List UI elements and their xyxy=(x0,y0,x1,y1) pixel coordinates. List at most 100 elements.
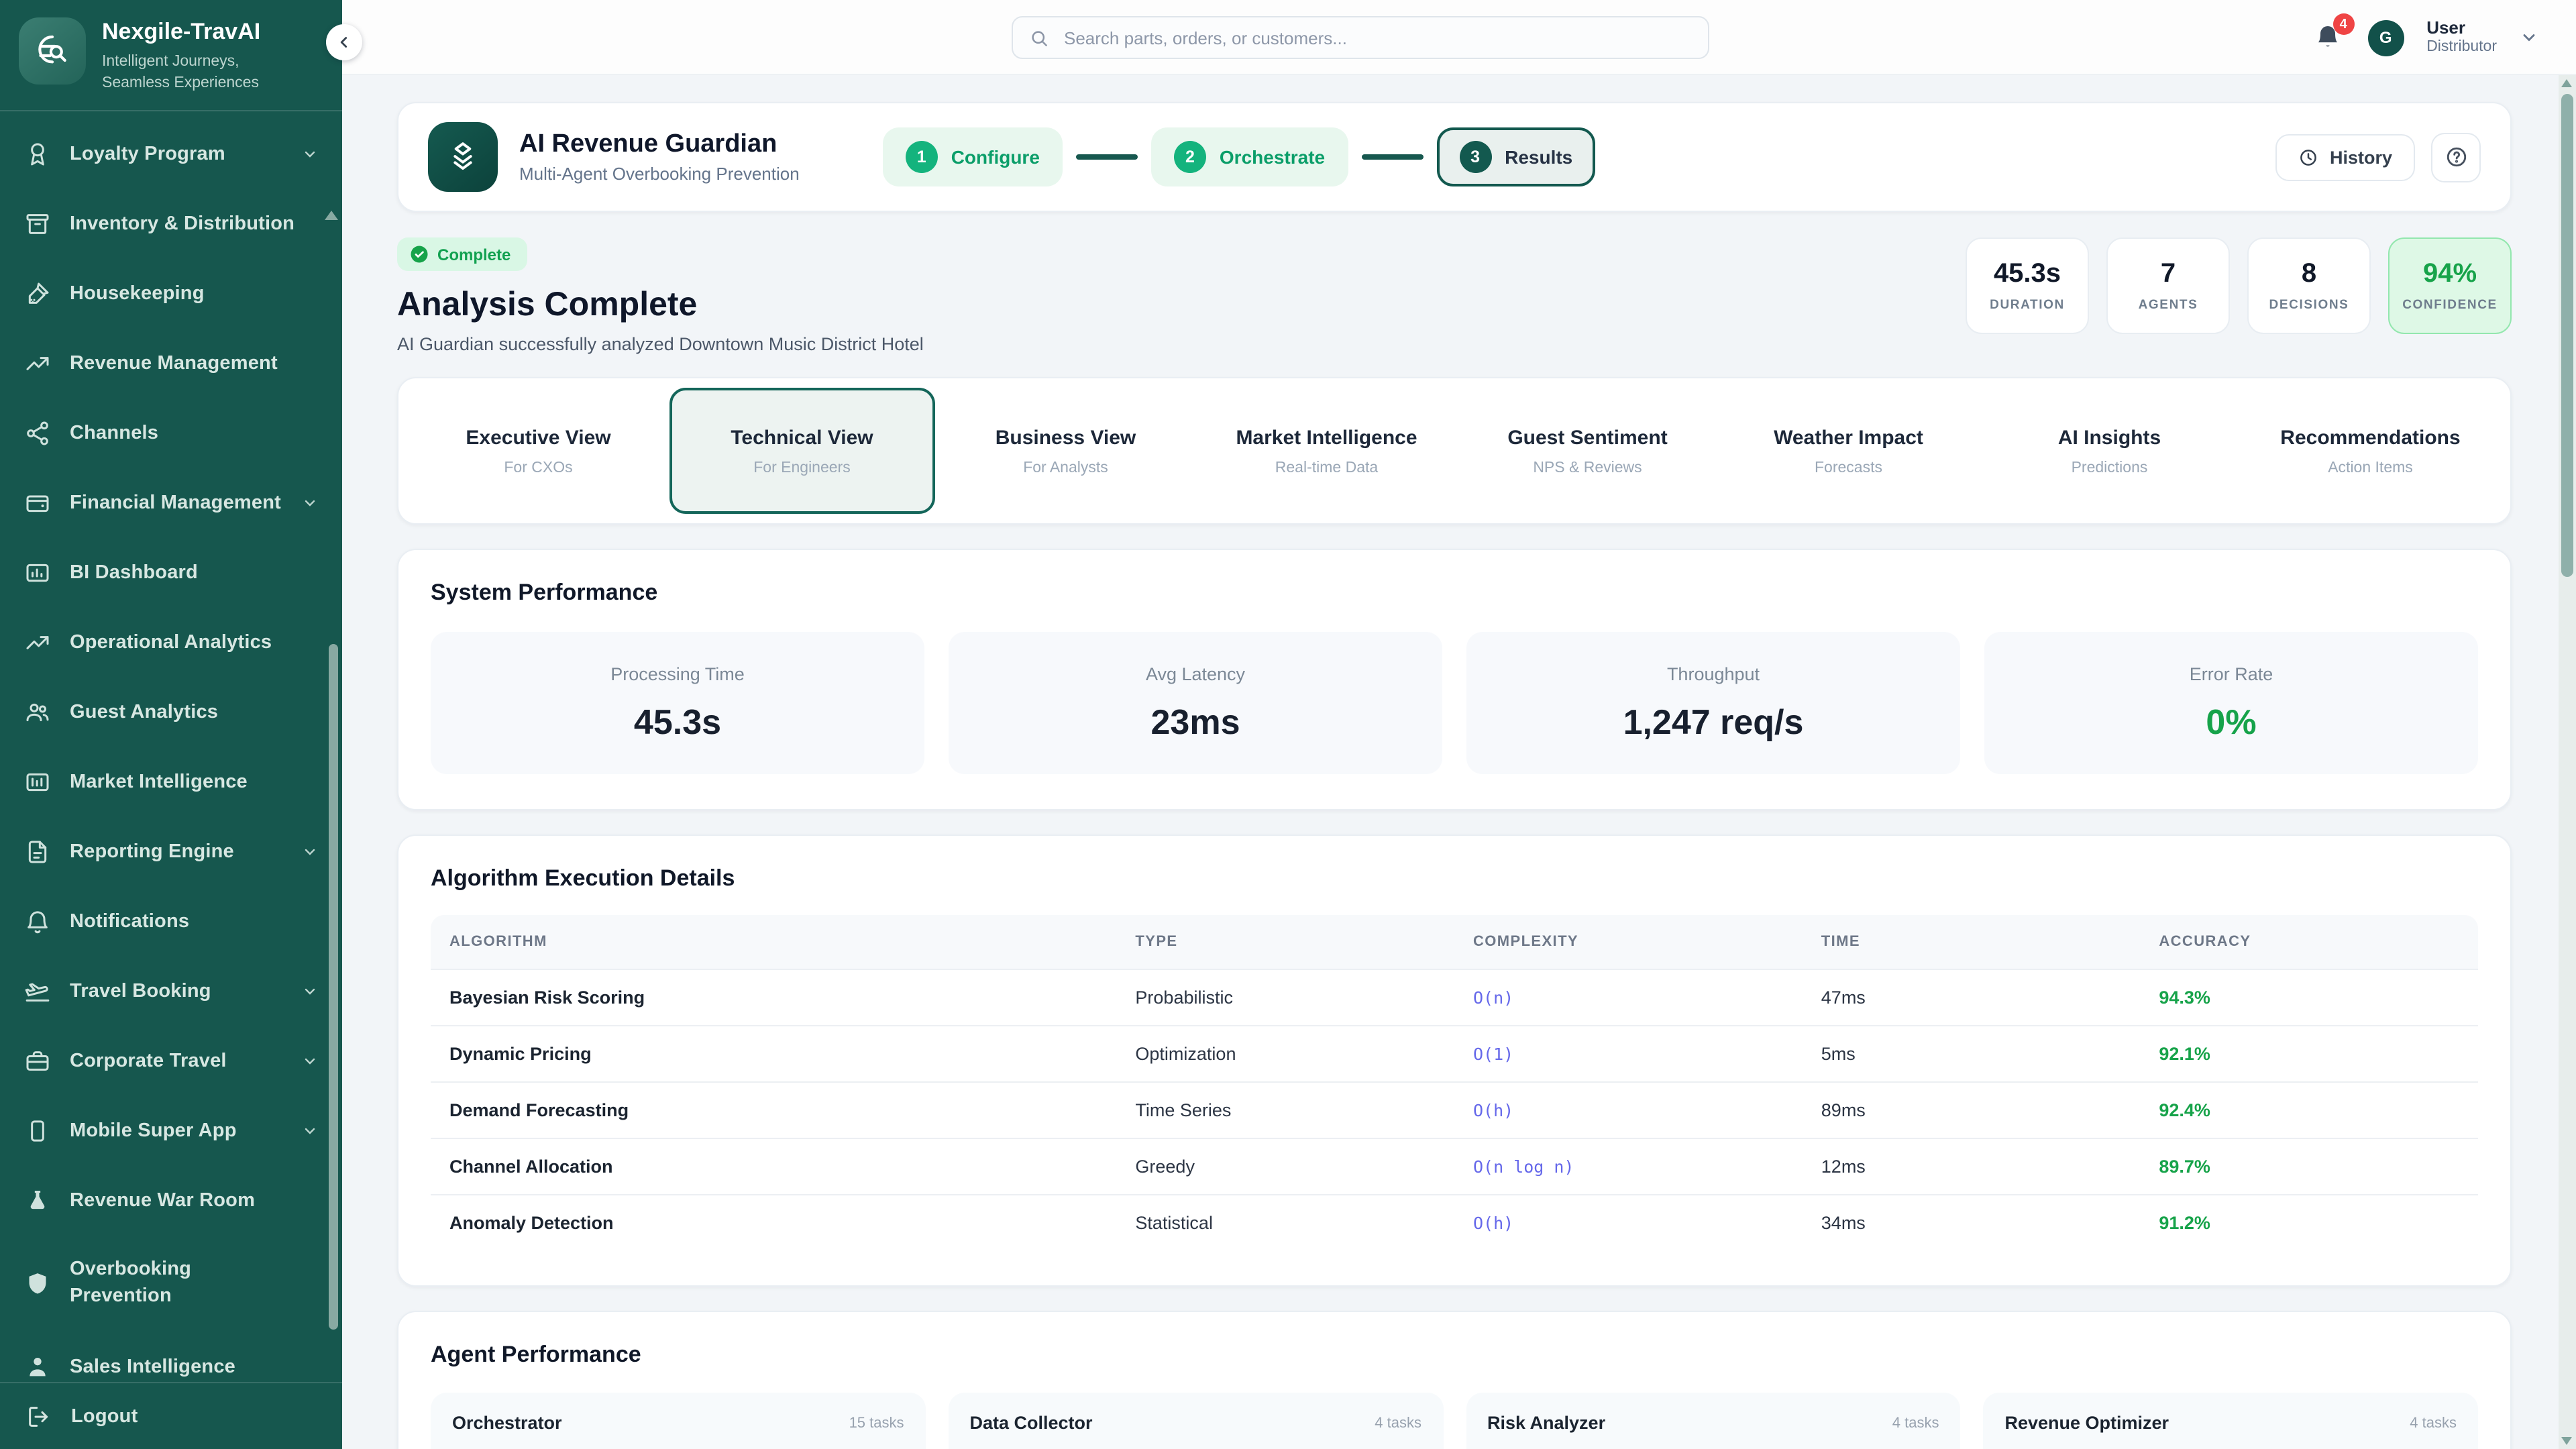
metric-throughput: Throughput 1,247 req/s xyxy=(1466,632,1960,774)
brand-text: Nexgile-TravAI Intelligent Journeys, Sea… xyxy=(102,17,310,95)
page-scrollbar-thumb[interactable] xyxy=(2561,94,2573,577)
tab-technical-view[interactable]: Technical View For Engineers xyxy=(669,388,935,514)
table-row: Dynamic Pricing Optimization O(1) 5ms 92… xyxy=(431,1025,2478,1081)
tab-market-intelligence[interactable]: Market Intelligence Real-time Data xyxy=(1236,426,1417,476)
tab-ai-insights[interactable]: AI Insights Predictions xyxy=(2057,426,2161,476)
section-title: Algorithm Execution Details xyxy=(431,865,735,891)
notifications-button[interactable]: 4 xyxy=(2312,13,2355,54)
person-icon xyxy=(24,1353,51,1380)
sidebar-item-channels[interactable]: Channels xyxy=(0,398,342,468)
chevron-left-icon xyxy=(335,34,353,51)
bell-icon xyxy=(2312,21,2345,51)
summary-stats: 45.3s DURATION 7 AGENTS 8 DECISIONS 94% … xyxy=(1966,237,2512,334)
logout-button[interactable]: Logout xyxy=(0,1382,342,1449)
sidebar-item-revenue-war-room[interactable]: Revenue War Room xyxy=(0,1165,342,1235)
smartphone-icon xyxy=(24,1117,51,1144)
sidebar-item-corporate-travel[interactable]: Corporate Travel xyxy=(0,1026,342,1095)
sidebar-item-housekeeping[interactable]: Housekeeping xyxy=(0,258,342,328)
brush-icon xyxy=(24,280,51,307)
sidebar-item-operational-analytics[interactable]: Operational Analytics xyxy=(0,607,342,677)
metric-processing-time: Processing Time 45.3s xyxy=(431,632,924,774)
sidebar-item-travel-booking[interactable]: Travel Booking xyxy=(0,956,342,1026)
step-orchestrate[interactable]: 2 Orchestrate xyxy=(1150,127,1348,186)
view-tabs: Executive View For CXOs Technical View F… xyxy=(397,377,2512,525)
chevron-down-icon xyxy=(302,983,318,999)
sidebar-item-bi-dashboard[interactable]: BI Dashboard xyxy=(0,537,342,607)
sidebar-item-mobile-super-app[interactable]: Mobile Super App xyxy=(0,1095,342,1165)
step-results[interactable]: 3 Results xyxy=(1436,127,1596,186)
step-configure[interactable]: 1 Configure xyxy=(882,127,1063,186)
metric-grid: Processing Time 45.3s Avg Latency 23ms T… xyxy=(431,632,2478,774)
share-icon xyxy=(24,419,51,446)
trending-up-icon xyxy=(24,629,51,655)
shield-icon xyxy=(24,1270,51,1297)
global-search[interactable] xyxy=(1012,16,1709,59)
status-badge: Complete xyxy=(397,237,527,271)
briefcase-icon xyxy=(24,1047,51,1074)
sidebar-item-overbooking-prevention[interactable]: Overbooking Prevention xyxy=(0,1235,342,1332)
chevron-down-icon xyxy=(302,843,318,859)
topbar-right: 4 G User Distributor xyxy=(2312,0,2538,75)
workflow-steps: 1 Configure 2 Orchestrate 3 Results xyxy=(882,127,1596,186)
chart-icon xyxy=(24,768,51,795)
scroll-down-arrow[interactable] xyxy=(2561,1437,2572,1445)
sidebar-item-revenue-management[interactable]: Revenue Management xyxy=(0,328,342,398)
sidebar-header: Nexgile-TravAI Intelligent Journeys, Sea… xyxy=(0,0,342,109)
notification-count-badge: 4 xyxy=(2332,13,2355,35)
metric-avg-latency: Avg Latency 23ms xyxy=(949,632,1442,774)
wallet-icon xyxy=(24,489,51,516)
sidebar-item-guest-analytics[interactable]: Guest Analytics xyxy=(0,677,342,747)
table-row: Demand Forecasting Time Series O(h) 89ms… xyxy=(431,1081,2478,1138)
user-info[interactable]: User Distributor xyxy=(2426,17,2497,58)
section-title: Agent Performance xyxy=(431,1342,641,1367)
tab-executive-view[interactable]: Executive View For CXOs xyxy=(466,426,611,476)
stat-decisions: 8 DECISIONS xyxy=(2247,237,2371,334)
help-icon xyxy=(2444,145,2468,169)
chevron-down-icon xyxy=(302,1053,318,1069)
bar-chart-icon xyxy=(24,559,51,586)
status-text: Complete Analysis Complete AI Guardian s… xyxy=(397,237,924,354)
metric-error-rate: Error Rate 0% xyxy=(1984,632,2478,774)
award-icon xyxy=(24,140,51,167)
chevron-down-icon xyxy=(302,146,318,162)
agent-card-risk-analyzer: Risk Analyzer 4 tasks xyxy=(1466,1393,1961,1449)
sidebar-scroll-up-arrow[interactable] xyxy=(325,210,338,220)
table-row: Anomaly Detection Statistical O(h) 34ms … xyxy=(431,1194,2478,1250)
agent-card-revenue-optimizer: Revenue Optimizer 4 tasks xyxy=(1983,1393,2478,1449)
help-button[interactable] xyxy=(2431,132,2481,182)
chevron-down-icon xyxy=(302,1122,318,1138)
stat-confidence: 94% CONFIDENCE xyxy=(2388,237,2512,334)
sidebar-item-notifications[interactable]: Notifications xyxy=(0,886,342,956)
history-button[interactable]: History xyxy=(2275,133,2415,180)
page-subtitle: Multi-Agent Overbooking Prevention xyxy=(519,164,800,184)
tab-business-view[interactable]: Business View For Analysts xyxy=(995,426,1136,476)
sidebar-item-inventory-distribution[interactable]: Inventory & Distribution xyxy=(0,189,342,258)
sidebar-item-reporting-engine[interactable]: Reporting Engine xyxy=(0,816,342,886)
status-subtitle: AI Guardian successfully analyzed Downto… xyxy=(397,334,924,354)
search-icon xyxy=(1029,28,1049,48)
chevron-down-icon[interactable] xyxy=(2520,28,2538,47)
search-input[interactable] xyxy=(1061,26,1692,49)
system-performance-card: System Performance Processing Time 45.3s… xyxy=(397,549,2512,810)
sidebar-item-loyalty-program[interactable]: Loyalty Program xyxy=(0,119,342,189)
users-icon xyxy=(24,698,51,725)
page-scrollbar-track[interactable] xyxy=(2559,75,2576,1449)
sidebar-collapse-button[interactable] xyxy=(326,24,362,60)
logout-icon xyxy=(25,1403,52,1430)
page-title: AI Revenue Guardian xyxy=(519,129,777,158)
sidebar-scrollbar[interactable] xyxy=(329,643,338,1330)
tab-guest-sentiment[interactable]: Guest Sentiment NPS & Reviews xyxy=(1507,426,1668,476)
plane-icon xyxy=(24,977,51,1004)
sidebar-nav: Loyalty Program Inventory & Distribution… xyxy=(0,111,342,1401)
table-row: Bayesian Risk Scoring Probabilistic O(n)… xyxy=(431,969,2478,1025)
tab-weather-impact[interactable]: Weather Impact Forecasts xyxy=(1774,426,1923,476)
avatar[interactable]: G xyxy=(2367,19,2404,56)
sidebar-item-financial-management[interactable]: Financial Management xyxy=(0,468,342,537)
scroll-up-arrow[interactable] xyxy=(2561,79,2572,87)
bell-icon xyxy=(24,908,51,934)
sidebar-item-sales-intelligence[interactable]: Sales Intelligence xyxy=(0,1332,342,1401)
tab-recommendations[interactable]: Recommendations Action Items xyxy=(2280,426,2461,476)
sidebar-item-market-intelligence[interactable]: Market Intelligence xyxy=(0,747,342,816)
agent-performance-card: Agent Performance Orchestrator 15 tasks … xyxy=(397,1311,2512,1449)
